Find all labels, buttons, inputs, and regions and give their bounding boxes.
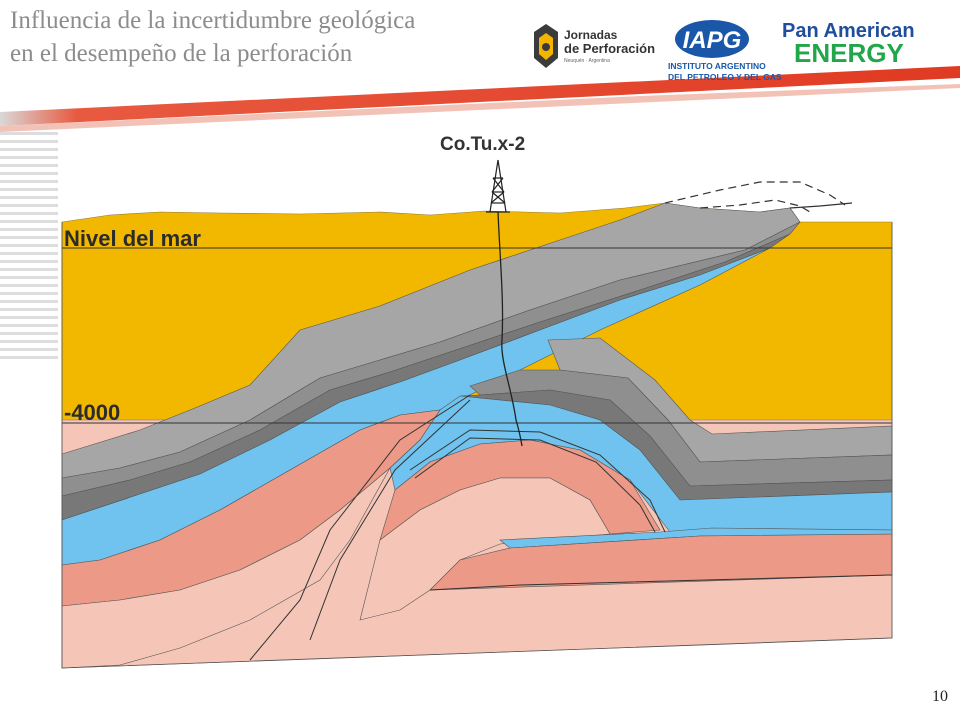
banner-stripe [0, 66, 960, 126]
iapg-mark: IAPG [683, 27, 742, 54]
iapg-logo: IAPG INSTITUTO ARGENTINO DEL PETROLEO Y … [668, 20, 782, 82]
pae-line2: ENERGY [794, 38, 904, 68]
jornadas-logo: Jornadas de Perforación Neuquén · Argent… [534, 24, 655, 68]
well-label: Co.Tu.x-2 [440, 134, 525, 155]
drilling-rig-icon [486, 159, 510, 213]
slide-title-line2: en el desempeño de la perforación [10, 40, 353, 67]
eroded-contour-1 [664, 181, 846, 206]
banner-shadow [0, 84, 960, 132]
pink-layer-left [61, 467, 391, 669]
iapg-line1: INSTITUTO ARGENTINO [668, 61, 766, 71]
slide-title: Influencia de la incertidumbre geológica… [10, 4, 530, 70]
pan-american-energy-logo: Pan American ENERGY [782, 20, 915, 68]
fault-line-1 [249, 394, 471, 661]
section-frame [61, 222, 893, 669]
fault-line-2 [309, 399, 471, 641]
well-trajectory [497, 211, 523, 447]
sea-level-label: Nivel del mar [64, 226, 201, 251]
fault-line-4 [409, 429, 666, 533]
header-banner [0, 66, 960, 132]
left-decorative-stripes [0, 132, 58, 362]
slide-title-line1: Influencia de la incertidumbre geológica [10, 7, 416, 34]
jornadas-line1: Jornadas [564, 28, 618, 42]
jornadas-small: Neuquén · Argentina [564, 58, 610, 64]
jornadas-line2: de Perforación [564, 41, 655, 56]
page-number: 10 [932, 688, 948, 705]
eroded-contour-2 [699, 199, 811, 213]
iapg-oval-icon [675, 20, 749, 58]
iapg-line2: DEL PETROLEO Y DEL GAS [668, 72, 782, 82]
fault-line-3 [429, 574, 893, 591]
depth-label: -4000 [64, 400, 120, 425]
fault-line-5 [414, 437, 656, 533]
surface-line-right [789, 202, 853, 209]
pae-line1: Pan American [782, 20, 915, 42]
jornadas-dot-icon [542, 43, 550, 51]
pink-core-anticline [359, 477, 611, 621]
